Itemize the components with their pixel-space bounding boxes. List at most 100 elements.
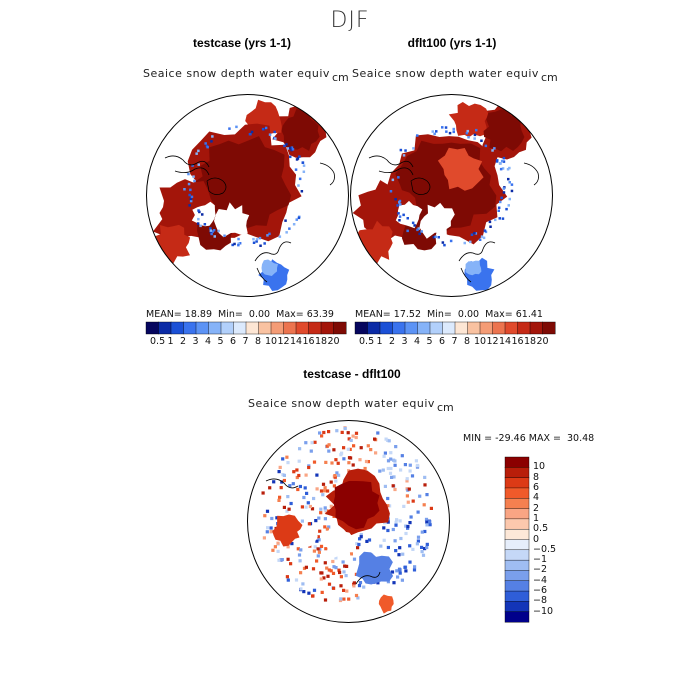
colorbar-tick-label: 20: [327, 336, 340, 347]
ice-edge-cell: [264, 126, 268, 130]
colorbar-swatch: [504, 559, 530, 571]
diff-cell: [287, 507, 291, 511]
ice-edge-cell: [198, 210, 201, 214]
ice-edge-cell: [463, 241, 466, 245]
colorbar-tick-label: 20: [536, 336, 549, 347]
colorbar-tick-label: −1: [533, 554, 548, 566]
diff-cell: [356, 596, 360, 600]
diff-cell: [299, 548, 303, 552]
ice-edge-cell: [394, 198, 397, 201]
colorbar-swatch: [379, 321, 394, 335]
diff-cell: [335, 429, 339, 433]
colorbar-tick-label: 1: [376, 336, 383, 347]
ice-region: [355, 220, 393, 264]
diff-cell: [322, 576, 326, 580]
diff-cell: [270, 516, 274, 521]
diff-cell: [423, 475, 427, 479]
diff-cell: [386, 459, 391, 463]
diff-units: cm: [437, 401, 454, 414]
diff-cell: [382, 526, 386, 530]
diff-cell: [311, 594, 315, 598]
ice-edge-cell: [432, 236, 436, 239]
diff-variable: Seaice snow depth water equiv: [248, 397, 435, 410]
colorbar-swatch: [158, 321, 172, 335]
diff-cell: [342, 457, 346, 461]
colorbar-swatch: [504, 456, 530, 468]
diff-cell: [261, 491, 265, 495]
diff-cell: [408, 521, 412, 525]
diff-cell: [347, 437, 351, 441]
diff-cell: [351, 463, 355, 467]
diff-cell: [391, 527, 395, 532]
ice-edge-cell: [259, 244, 262, 247]
ice-edge-cell: [508, 166, 511, 170]
diff-cell: [413, 565, 417, 569]
diff-cell: [405, 494, 409, 498]
ice-edge-cell: [435, 130, 438, 133]
diff-cell: [394, 445, 398, 449]
diff-cell: [404, 531, 408, 536]
ice-edge-cell: [263, 242, 266, 245]
diff-cell: [425, 542, 429, 546]
map-boundary: [350, 94, 553, 297]
diff-cell: [273, 545, 277, 549]
diff-cell: [327, 449, 331, 453]
diff-cell: [352, 581, 356, 585]
ice-edge-cell: [288, 227, 291, 230]
diff-cell: [355, 542, 359, 546]
diff-cell: [403, 565, 407, 569]
diff-cell: [308, 504, 312, 509]
diff-cell: [298, 484, 302, 489]
ice-edge-cell: [292, 223, 296, 226]
diff-cell: [357, 584, 362, 588]
diff-cell: [397, 553, 401, 557]
diff-cell: [318, 431, 322, 435]
colorbar-swatch: [504, 528, 530, 541]
diff-cell: [390, 570, 395, 574]
ice-edge-cell: [398, 219, 401, 222]
diff-cell: [384, 437, 388, 441]
diff-cell: [313, 545, 317, 549]
diff-cell: [393, 463, 397, 467]
ice-edge-cell: [286, 147, 290, 150]
diff-cell: [317, 550, 321, 554]
diff-cell: [389, 451, 393, 455]
diff-cell: [285, 455, 289, 459]
colorbar-swatch: [195, 321, 210, 335]
ice-edge-cell: [268, 232, 271, 236]
diff-cell: [416, 510, 420, 514]
panel-1-variable: Seaice snow depth water equiv: [143, 67, 330, 80]
ice-edge-cell: [501, 167, 505, 170]
mean-value: 18.89: [184, 309, 212, 320]
colorbar-swatch: [454, 321, 469, 335]
diff-cell: [314, 519, 318, 523]
diff-cell: [315, 559, 319, 563]
diff-cell: [330, 461, 334, 465]
diff-cell: [399, 536, 403, 541]
diff-cell: [354, 431, 359, 435]
diff-cell: [339, 453, 343, 457]
diff-cell: [408, 544, 412, 548]
ice-edge-cell: [211, 135, 214, 138]
panel-1-map: [146, 94, 349, 297]
colorbar-tick-label: 4: [414, 336, 421, 347]
diff-cell: [392, 458, 396, 462]
ice-edge-cell: [203, 223, 207, 226]
diff-cell: [369, 448, 373, 452]
diff-cell: [332, 586, 336, 590]
ice-edge-cell: [187, 172, 190, 176]
diff-cell: [286, 461, 290, 465]
diff-cell: [318, 529, 322, 533]
diff-cell: [404, 569, 408, 573]
diff-cell: [386, 496, 390, 501]
ice-edge-cell: [510, 183, 514, 186]
panel-2-variable: Seaice snow depth water equiv: [352, 67, 539, 80]
diff-cell: [408, 560, 412, 564]
panel-1-units: cm: [332, 71, 349, 84]
colorbar-swatch: [517, 321, 531, 335]
diff-cell: [428, 523, 432, 527]
ice-edge-cell: [495, 160, 499, 163]
colorbar-swatch: [245, 321, 260, 335]
diff-minmax: MIN = -29.46 MAX = 30.48: [463, 433, 594, 444]
diff-cell: [332, 448, 336, 452]
